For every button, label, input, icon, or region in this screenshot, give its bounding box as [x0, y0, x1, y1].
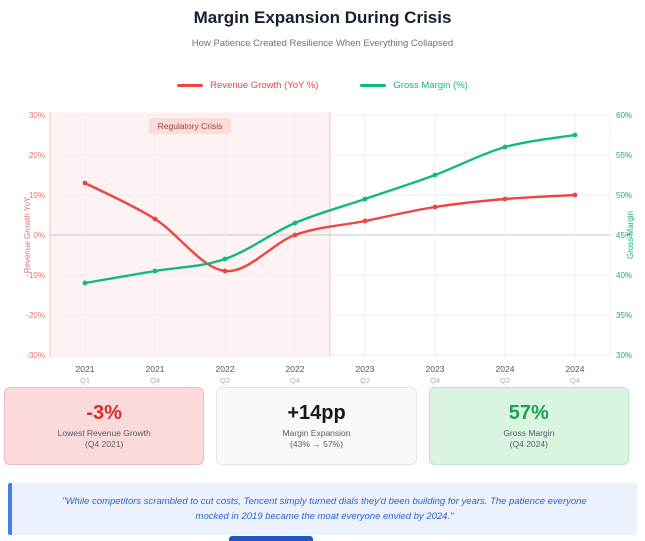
svg-text:Q4: Q4 [290, 376, 300, 385]
stat-value: +14pp [287, 401, 346, 424]
stat-label: Lowest Revenue Growth [57, 427, 151, 438]
svg-text:2021: 2021 [146, 364, 165, 374]
svg-text:20%: 20% [29, 151, 45, 160]
stat-card-lowest-revenue-growth: -3% Lowest Revenue Growth (Q4 2021) [4, 387, 205, 465]
svg-text:45%: 45% [616, 231, 632, 240]
stat-card-gross-margin: 57% Gross Margin (Q4 2024) [428, 387, 629, 465]
dual-axis-line-chart[interactable]: 30% 60% 20% 55% 10% 50% 0% 45% -10% 40% -20% 35% -30… [0, 100, 645, 387]
stat-label: Gross Margin [503, 427, 555, 438]
svg-text:60%: 60% [616, 111, 632, 120]
svg-text:2024: 2024 [496, 364, 515, 374]
gross-margin-line-swatch-icon [360, 84, 387, 87]
stat-sublabel: (Q4 2021) [85, 439, 124, 449]
svg-text:Q2: Q2 [500, 376, 510, 385]
svg-text:2022: 2022 [286, 364, 305, 374]
svg-text:2024: 2024 [566, 364, 585, 374]
page-subtitle: How Patience Created Resilience When Eve… [191, 38, 454, 49]
stat-label: Margin Expansion [282, 427, 351, 438]
svg-text:55%: 55% [616, 151, 632, 160]
svg-text:Q2: Q2 [220, 376, 230, 385]
stat-sublabel: (43% → 57%) [290, 439, 343, 449]
svg-text:Gross Margin: Gross Margin [626, 211, 635, 259]
stat-cards-row: -3% Lowest Revenue Growth (Q4 2021) +14p… [4, 387, 629, 465]
svg-text:2023: 2023 [426, 364, 445, 374]
svg-text:2021: 2021 [76, 364, 95, 374]
svg-text:-30%: -30% [26, 351, 45, 360]
stat-value: -3% [86, 401, 122, 424]
legend-item-gross-margin[interactable]: Gross Margin (%) [360, 80, 468, 91]
stat-value: 57% [508, 401, 549, 424]
svg-text:2022: 2022 [216, 364, 235, 374]
chart-canvas[interactable]: 30% 60% 20% 55% 10% 50% 0% 45% -10% 40% -20% 35% -30… [0, 100, 645, 387]
partially-visible-next-section[interactable] [229, 536, 313, 541]
page-title: Margin Expansion During Crisis [193, 8, 452, 27]
svg-text:-20%: -20% [26, 311, 45, 320]
svg-text:Revenue Growth YoY: Revenue Growth YoY [23, 196, 32, 273]
svg-text:40%: 40% [616, 271, 632, 280]
svg-text:10%: 10% [29, 191, 45, 200]
svg-text:30%: 30% [29, 111, 45, 120]
legend-item-revenue-growth[interactable]: Revenue Growth (YoY %) [177, 80, 318, 91]
stat-card-margin-expansion: +14pp Margin Expansion (43% → 57%) [216, 387, 417, 465]
svg-text:Q4: Q4 [570, 376, 580, 385]
revenue-growth-line-swatch-icon [177, 84, 204, 87]
legend-label-gross-margin: Gross Margin (%) [393, 80, 468, 91]
svg-text:Q1: Q1 [80, 376, 90, 385]
svg-text:50%: 50% [616, 191, 632, 200]
svg-text:Q4: Q4 [430, 376, 440, 385]
svg-text:35%: 35% [616, 311, 632, 320]
svg-text:30%: 30% [616, 351, 632, 360]
svg-text:Q4: Q4 [150, 376, 160, 385]
svg-text:Q2: Q2 [360, 376, 370, 385]
quote-callout: "While competitors scrambled to cut cost… [8, 483, 637, 535]
chart-legend: Revenue Growth (YoY %) Gross Margin (%) [0, 80, 645, 91]
svg-text:0%: 0% [33, 231, 45, 240]
svg-text:2023: 2023 [356, 364, 375, 374]
quote-text: "While competitors scrambled to cut cost… [62, 495, 587, 522]
svg-text:Regulatory Crisis: Regulatory Crisis [158, 121, 223, 131]
svg-text:-10%: -10% [26, 271, 45, 280]
stat-sublabel: (Q4 2024) [509, 439, 548, 449]
legend-label-revenue-growth: Revenue Growth (YoY %) [210, 80, 319, 91]
